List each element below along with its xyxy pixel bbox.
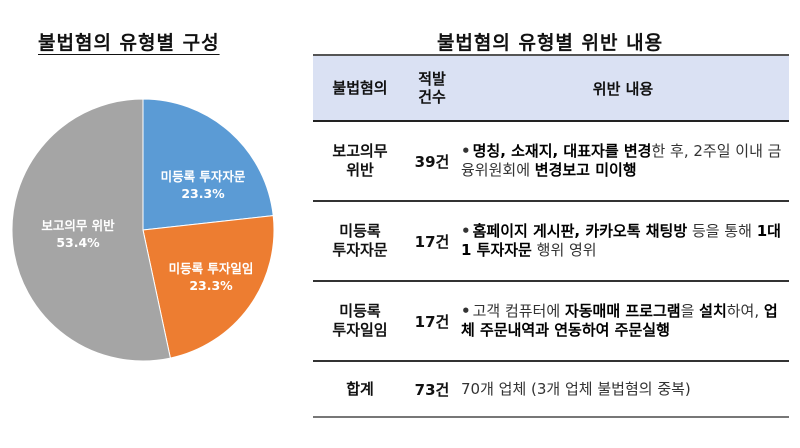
- cell-type: 미등록 투자일임: [313, 281, 407, 362]
- desc-bold: 1대1 투자자문: [461, 222, 781, 259]
- cell-type: 보고의무 위반: [313, 121, 407, 202]
- label-pct: 53.4%: [56, 235, 100, 250]
- type-line1: 미등록: [339, 222, 381, 240]
- cell-desc: 70개 업체 (3개 업체 불법혐의 중복): [457, 361, 789, 418]
- desc-text: 하여,: [726, 302, 764, 320]
- table-row-total: 합계 73건 70개 업체 (3개 업체 불법혐의 중복): [313, 361, 789, 418]
- bullet-icon: •: [461, 222, 471, 240]
- pie-slice-reporting: [11, 98, 171, 362]
- desc-bold: 명칭, 소재지, 대표자를 변경: [472, 142, 652, 160]
- type-line2: 투자자문: [332, 241, 388, 259]
- header-count-line1: 적발: [418, 70, 446, 88]
- pie-chart-title: 불법혐의 유형별 구성: [38, 32, 220, 54]
- pie-label-advisory: 미등록 투자자문 23.3%: [148, 168, 258, 202]
- table-row: 보고의무 위반 39건 • 명칭, 소재지, 대표자를 변경한 후, 2주일 이내…: [313, 121, 789, 202]
- desc-text: 한 후, 2주일 이내 금융위원회에: [461, 142, 782, 179]
- desc-text: 을: [680, 302, 700, 320]
- violations-table: 불법혐의 적발 건수 위반 내용 보고의무 위반 39건 • 명칭, 소재지, 대…: [313, 54, 789, 418]
- desc-bold: 설치: [699, 302, 727, 320]
- header-count-line2: 건수: [418, 88, 446, 106]
- pie-chart: 미등록 투자자문 23.3% 미등록 투자일임 23.3% 보고의무 위반 53…: [0, 80, 300, 400]
- cell-desc: • 고객 컴퓨터에 자동매매 프로그램을 설치하여, 업체 주문내역과 연동하여 …: [457, 281, 789, 362]
- desc-bold: 업체 주문내역과 연동하여 주문실행: [461, 302, 778, 339]
- table-row: 미등록 투자자문 17건 • 홈페이지 게시판, 카카오톡 채팅방 등을 통해 1…: [313, 201, 789, 282]
- desc-text: 등을 통해: [687, 222, 757, 240]
- label-name: 미등록 투자자문: [160, 169, 246, 184]
- pie-slice-advisory: [142, 98, 274, 231]
- desc-text: 행위 영위: [531, 241, 597, 259]
- pie-label-discretionary: 미등록 투자일임 23.3%: [155, 260, 267, 294]
- table-title: 불법혐의 유형별 위반 내용: [436, 32, 664, 54]
- desc-bold: 변경보고 미이행: [534, 161, 637, 179]
- header-desc: 위반 내용: [457, 54, 789, 122]
- table-header-row: 불법혐의 적발 건수 위반 내용: [313, 54, 789, 122]
- cell-desc: • 홈페이지 게시판, 카카오톡 채팅방 등을 통해 1대1 투자자문 행위 영위: [457, 201, 789, 282]
- pie-label-reporting: 보고의무 위반 53.4%: [28, 217, 128, 251]
- bullet-icon: •: [461, 302, 471, 320]
- label-name: 보고의무 위반: [41, 218, 115, 233]
- cell-type: 미등록 투자자문: [313, 201, 407, 282]
- cell-desc: • 명칭, 소재지, 대표자를 변경한 후, 2주일 이내 금융위원회에 변경보고…: [457, 121, 789, 202]
- cell-count: 73건: [407, 361, 457, 418]
- label-pct: 23.3%: [181, 186, 225, 201]
- cell-count: 17건: [407, 201, 457, 282]
- cell-type: 합계: [313, 361, 407, 418]
- desc-bold: 자동매매 프로그램: [564, 302, 681, 320]
- label-pct: 23.3%: [189, 278, 233, 293]
- type-line2: 위반: [346, 161, 374, 179]
- table-row: 미등록 투자일임 17건 • 고객 컴퓨터에 자동매매 프로그램을 설치하여, 업…: [313, 281, 789, 362]
- type-line2: 투자일임: [332, 321, 388, 339]
- type-line1: 미등록: [339, 302, 381, 320]
- cell-count: 17건: [407, 281, 457, 362]
- type-line1: 보고의무: [332, 142, 388, 160]
- label-name: 미등록 투자일임: [168, 261, 254, 276]
- desc-bold: 홈페이지 게시판, 카카오톡 채팅방: [472, 222, 688, 240]
- pie-chart-svg: [11, 98, 275, 362]
- cell-count: 39건: [407, 121, 457, 202]
- header-count: 적발 건수: [407, 54, 457, 122]
- pie-slice-discretionary: [142, 215, 275, 359]
- bullet-icon: •: [461, 142, 471, 160]
- desc-text: 고객 컴퓨터에: [472, 302, 565, 320]
- header-type: 불법혐의: [313, 54, 407, 122]
